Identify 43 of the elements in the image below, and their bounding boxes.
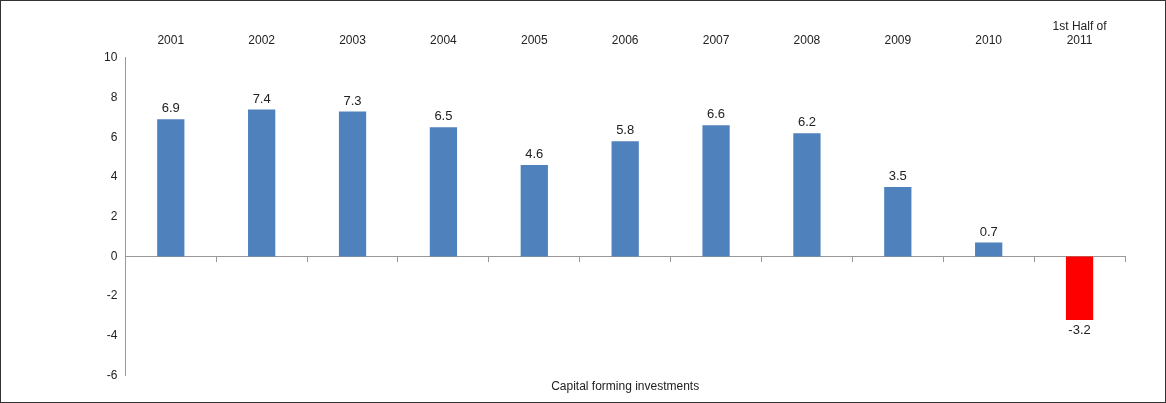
bar — [429, 127, 458, 257]
y-tick-label: 10 — [103, 50, 118, 65]
bar — [338, 111, 367, 257]
data-label: 6.5 — [434, 108, 453, 124]
data-label: 0.7 — [979, 223, 998, 239]
x-tick-label: 2007 — [702, 32, 730, 47]
data-label: 6.2 — [797, 114, 816, 130]
y-tick-label: -2 — [106, 288, 118, 303]
x-tick-label: 2004 — [430, 32, 458, 47]
y-tick-label: 2 — [110, 209, 118, 224]
y-tick-label: 8 — [110, 89, 118, 104]
bar — [975, 242, 1003, 257]
bar — [884, 186, 912, 257]
x-tick-label: 2001 — [157, 32, 185, 47]
x-tick-label: 2009 — [884, 32, 912, 47]
x-tick-label: 2002 — [248, 32, 276, 47]
x-tick-label: 2003 — [339, 32, 367, 47]
x-tick-label: 2008 — [793, 32, 821, 47]
x-axis-title: Capital forming investments — [551, 379, 700, 394]
data-label: -3.2 — [1068, 322, 1091, 338]
data-label: 6.9 — [161, 100, 180, 116]
y-tick-label: 4 — [110, 169, 118, 184]
bar — [520, 165, 548, 257]
data-label: 7.4 — [252, 90, 271, 106]
x-tick-label: 1st Half of 2011 — [1052, 18, 1108, 47]
y-tick-label: 0 — [110, 248, 118, 263]
bar — [157, 119, 185, 257]
data-label: 7.3 — [343, 92, 362, 108]
x-tick-label: 2006 — [611, 32, 639, 47]
bar — [702, 125, 730, 257]
y-tick-label: 6 — [110, 129, 118, 144]
data-label: 3.5 — [888, 167, 907, 183]
data-label: 4.6 — [525, 146, 544, 162]
bar — [793, 133, 821, 257]
x-tick-label: 2005 — [520, 32, 548, 47]
data-label: 6.6 — [707, 106, 726, 122]
y-tick-label: -6 — [106, 367, 118, 382]
bar — [248, 109, 276, 257]
data-label: 5.8 — [616, 122, 635, 138]
bar — [1065, 256, 1094, 320]
y-tick-label: -4 — [106, 328, 118, 343]
bar — [611, 141, 639, 257]
x-tick-label: 2010 — [975, 32, 1003, 47]
